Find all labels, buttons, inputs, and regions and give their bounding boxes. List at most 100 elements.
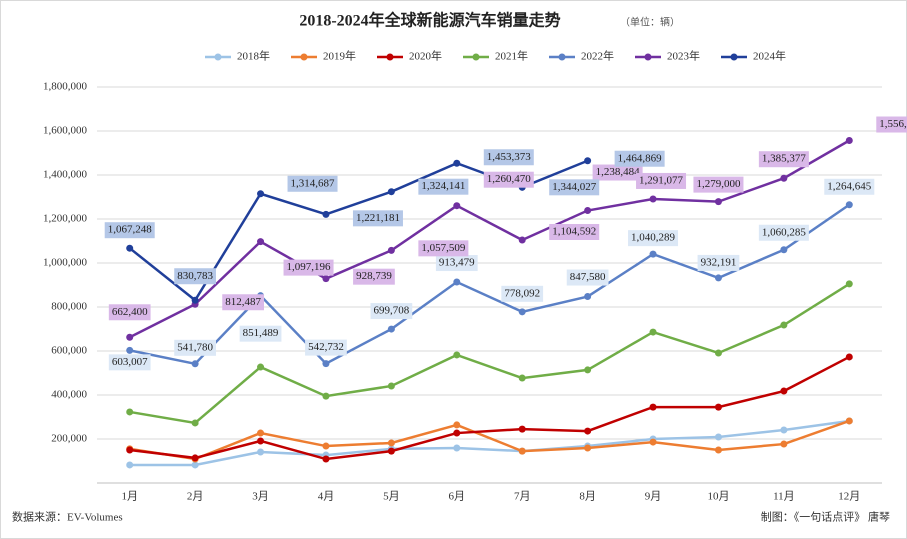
data-label-box: 1,324,141: [418, 178, 469, 195]
legend-marker: [300, 53, 308, 61]
data-label: 1,067,248: [108, 224, 153, 236]
data-label-box: 542,732: [305, 339, 347, 356]
point: [387, 447, 395, 455]
x-tick-label: 8月: [579, 491, 596, 503]
point: [453, 421, 461, 429]
x-tick-label: 12月: [838, 491, 860, 503]
point: [322, 360, 330, 368]
data-label-bg: [697, 254, 740, 271]
y-tick-label: 1,600,000: [43, 125, 88, 137]
data-label: 1,464,869: [618, 152, 663, 164]
data-label-box: 1,067,248: [104, 222, 155, 239]
data-label-bg: [566, 269, 609, 286]
data-label: 932,191: [701, 256, 737, 268]
point: [257, 448, 265, 456]
legend-marker: [558, 53, 566, 61]
point: [518, 236, 526, 244]
point: [780, 426, 788, 434]
data-label-bg: [222, 294, 264, 311]
legend-marker: [386, 53, 394, 61]
point: [780, 321, 788, 329]
data-label-bg: [758, 224, 809, 241]
data-label: 1,238,484: [596, 166, 641, 178]
data-label-bg: [174, 268, 216, 285]
point: [584, 427, 592, 435]
point: [126, 408, 134, 416]
data-label-bg: [628, 230, 679, 247]
data-label: 1,314,687: [291, 177, 336, 189]
data-label-box: 1,221,181: [352, 210, 403, 227]
legend-label: 2018年: [237, 49, 270, 63]
data-label-box: 1,279,000: [693, 176, 744, 193]
legend-label: 2024年: [753, 49, 786, 63]
source: 数据来源：EV-Volumes: [12, 510, 123, 524]
point: [649, 195, 657, 203]
data-label: 1,040,289: [631, 232, 676, 244]
data-label-box: 1,264,645: [824, 178, 875, 195]
data-label-box: 1,238,484: [592, 164, 643, 181]
data-label-box: 830,783: [174, 268, 216, 285]
data-label-bg: [353, 268, 395, 285]
point: [845, 353, 853, 361]
data-label-box: 1,385,377: [758, 151, 809, 168]
x-tick-label: 2月: [187, 491, 204, 503]
point: [714, 403, 722, 411]
x-tick-label: 10月: [707, 491, 729, 503]
data-label-bg: [418, 240, 469, 257]
data-label: 603,007: [112, 356, 148, 368]
y-tick-label: 1,800,000: [43, 81, 88, 93]
data-label: 541,780: [177, 341, 213, 353]
point: [453, 351, 461, 359]
point: [322, 442, 330, 450]
data-label-bg: [418, 178, 469, 195]
point: [191, 419, 199, 427]
point: [845, 417, 853, 425]
data-label-box: 699,708: [370, 303, 413, 320]
y-tick-label: 1,200,000: [43, 213, 88, 225]
data-label-bg: [370, 303, 413, 320]
y-tick-label: 800,000: [51, 301, 87, 313]
data-label-box: 1,291,077: [636, 172, 687, 189]
point: [649, 438, 657, 446]
data-label-box: 1,556,728: [876, 116, 907, 133]
point: [845, 280, 853, 288]
point: [322, 275, 330, 283]
point: [780, 174, 788, 182]
data-label: 1,291,077: [639, 174, 684, 186]
x-tick-label: 11月: [773, 491, 795, 503]
data-label-box: 1,040,289: [628, 230, 679, 247]
point: [453, 278, 461, 286]
data-label-bg: [501, 285, 544, 302]
point: [845, 137, 853, 145]
point: [453, 444, 461, 452]
y-tick-label: 400,000: [51, 389, 87, 401]
point: [453, 159, 461, 167]
point: [322, 392, 330, 400]
point: [191, 454, 199, 462]
data-label: 1,104,592: [552, 226, 596, 238]
point: [714, 433, 722, 441]
data-label-box: 847,580: [566, 269, 609, 286]
data-label-box: 1,060,285: [758, 224, 809, 241]
data-label-bg: [824, 178, 875, 195]
point: [518, 374, 526, 382]
y-tick-label: 1,400,000: [43, 169, 88, 181]
point: [584, 157, 592, 165]
point: [714, 446, 722, 454]
point: [714, 198, 722, 206]
point: [257, 429, 265, 437]
x-tick-label: 9月: [645, 491, 662, 503]
point: [257, 190, 265, 198]
data-label: 662,400: [112, 306, 148, 318]
series-line: [129, 355, 850, 461]
legend-label: 2019年: [323, 49, 356, 63]
point: [780, 440, 788, 448]
data-label: 1,060,285: [762, 226, 807, 238]
point: [126, 446, 134, 454]
data-label-bg: [693, 176, 744, 193]
data-label-box: 851,489: [239, 325, 282, 342]
data-label: 1,260,470: [487, 173, 532, 185]
data-label-box: 1,344,027: [549, 179, 600, 196]
point: [584, 293, 592, 301]
data-label-bg: [239, 325, 282, 342]
